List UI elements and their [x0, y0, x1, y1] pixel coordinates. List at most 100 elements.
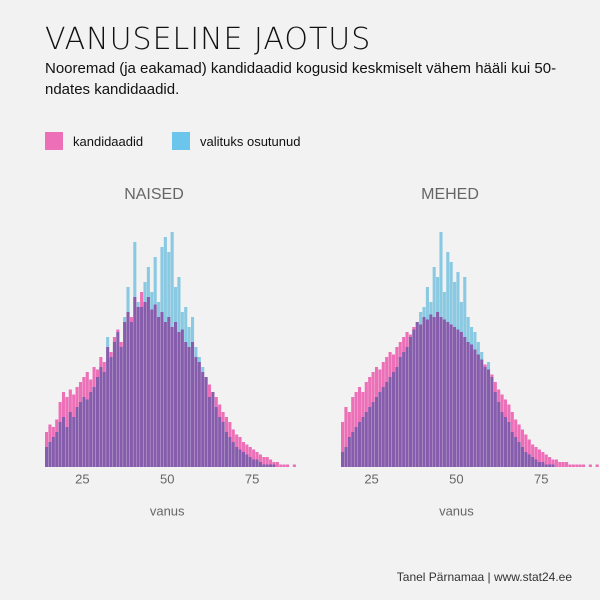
- histogram-bar: [221, 422, 225, 467]
- histogram-bar: [140, 307, 144, 467]
- histogram-bar: [531, 444, 535, 467]
- histogram-bar: [429, 302, 433, 467]
- histogram-bar: [262, 457, 266, 467]
- histogram-bar: [554, 459, 558, 467]
- histogram-bar: [354, 427, 358, 467]
- histogram-bar: [548, 464, 552, 467]
- histogram-bar: [517, 442, 521, 467]
- histogram-bar: [109, 357, 113, 467]
- histogram-bar: [442, 292, 446, 467]
- histogram-bar: [497, 402, 501, 467]
- histogram-bar: [252, 459, 256, 467]
- x-tick-label: 25: [364, 471, 378, 486]
- histogram-bar: [446, 252, 450, 467]
- histogram-bar: [258, 454, 262, 467]
- histogram-bar: [258, 462, 262, 467]
- histogram-bar: [211, 392, 215, 467]
- histogram-bar: [102, 372, 106, 467]
- histogram-bar: [177, 277, 181, 467]
- histogram-bar: [453, 282, 457, 467]
- histogram-bar: [241, 452, 245, 467]
- histogram-bar: [45, 447, 49, 467]
- legend-label: valituks osutunud: [200, 133, 301, 149]
- histogram-bar: [493, 392, 497, 467]
- histogram-bar: [262, 464, 266, 467]
- histogram-bar: [588, 464, 592, 467]
- histogram-bar: [510, 432, 514, 467]
- histogram-bar: [490, 377, 494, 467]
- legend-item: valituks osutunud: [172, 132, 300, 150]
- histogram-bar: [269, 459, 273, 467]
- histogram-bar: [248, 457, 252, 467]
- histogram-bar: [371, 402, 375, 467]
- histogram-bar: [541, 452, 545, 467]
- credit: Tanel Pärnamaa | www.stat24.ee: [396, 570, 572, 584]
- histogram-bar: [534, 447, 538, 467]
- histogram-bar: [126, 287, 130, 467]
- histogram-bar: [272, 464, 276, 467]
- histogram-bar: [224, 432, 229, 467]
- histogram-bar: [561, 462, 565, 467]
- histogram-bar: [374, 397, 379, 467]
- histogram-bar: [456, 272, 460, 467]
- chart-title: MEHED: [421, 186, 479, 203]
- histogram-bar: [432, 267, 436, 467]
- x-axis-label: vanus: [150, 503, 185, 518]
- histogram-bar: [194, 347, 198, 467]
- histogram-bar: [578, 464, 582, 467]
- histogram-bar: [388, 377, 392, 467]
- histogram-bar: [503, 417, 508, 467]
- histogram-bar: [398, 357, 402, 467]
- histogram-bar: [534, 459, 538, 467]
- chart-title: NAISED: [124, 186, 184, 203]
- histogram-bar: [483, 367, 487, 467]
- histogram-bar: [153, 257, 157, 467]
- histogram-bar: [551, 459, 555, 467]
- histogram-bar: [112, 342, 116, 467]
- histogram-bar: [68, 412, 72, 467]
- histogram-bar: [282, 464, 286, 467]
- histogram-bar: [514, 437, 518, 467]
- x-tick-label: 50: [449, 471, 463, 486]
- histogram-bar: [395, 367, 399, 467]
- histogram-bar: [252, 449, 256, 467]
- histogram-bar: [544, 464, 548, 467]
- histogram-bar: [61, 417, 66, 467]
- histogram-bar: [351, 432, 355, 467]
- histogram-bar: [129, 322, 133, 467]
- histogram-bar: [419, 312, 423, 467]
- histogram-bar: [524, 434, 528, 467]
- histogram-bar: [78, 402, 83, 467]
- histogram-bar: [378, 392, 382, 467]
- histogram-bar: [551, 464, 555, 467]
- histogram-bar: [174, 287, 178, 467]
- histogram-bar: [368, 407, 372, 467]
- histogram-bar: [197, 357, 201, 467]
- histogram-bar: [167, 252, 171, 467]
- histogram-bar: [157, 302, 161, 467]
- histogram-bar: [170, 232, 174, 467]
- histogram-bar: [143, 282, 147, 467]
- histogram-bar: [204, 377, 208, 467]
- histogram-bar: [344, 407, 348, 467]
- histogram-bar: [385, 382, 389, 467]
- histogram-bar: [75, 407, 79, 467]
- histogram-bar: [470, 327, 474, 467]
- histogram-bar: [381, 387, 385, 467]
- histogram-bar: [575, 464, 579, 467]
- histogram-bar: [548, 457, 552, 467]
- histogram-bar: [527, 439, 531, 467]
- histogram-bar: [582, 464, 586, 467]
- histogram-bar: [565, 462, 569, 467]
- histogram-bar: [341, 422, 345, 467]
- histogram-bar: [51, 437, 55, 467]
- histogram-bar: [459, 302, 463, 467]
- title: VANUSELINE JAOTUS: [45, 22, 372, 57]
- histogram-bar: [89, 392, 93, 467]
- histogram-bar: [218, 417, 222, 467]
- histogram-bar: [486, 362, 491, 467]
- histogram-bar: [595, 464, 599, 467]
- histogram-bar: [286, 464, 290, 467]
- histogram-bar: [160, 247, 164, 467]
